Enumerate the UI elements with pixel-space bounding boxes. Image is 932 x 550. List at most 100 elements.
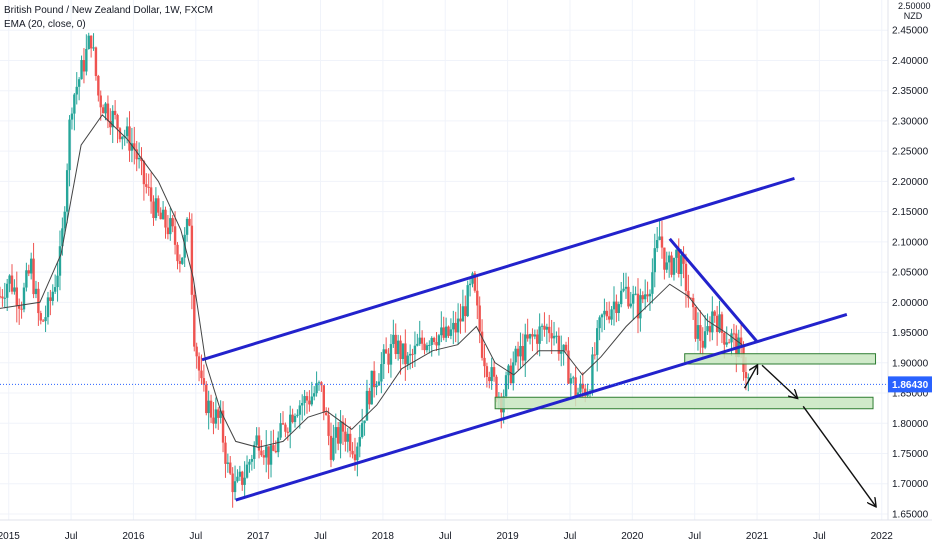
candle xyxy=(567,337,570,385)
candle-body xyxy=(631,294,635,304)
price-tick-label: 2.20000 xyxy=(892,177,929,188)
candle-body xyxy=(286,431,290,433)
candle-body xyxy=(375,385,378,388)
candle xyxy=(22,282,26,313)
candle-body xyxy=(581,383,585,389)
candle-body xyxy=(382,349,385,365)
candle-body xyxy=(68,119,71,171)
candle-body xyxy=(281,423,285,425)
candle xyxy=(643,279,647,310)
time-tick-label: 2020 xyxy=(621,531,644,542)
candle xyxy=(524,323,527,377)
candle xyxy=(17,298,21,325)
candle xyxy=(569,373,573,400)
candle-body xyxy=(612,301,616,310)
candle xyxy=(380,352,383,394)
candle-body xyxy=(512,362,515,384)
candle-body xyxy=(195,346,198,357)
time-tick-label: 2021 xyxy=(746,531,769,542)
candle-body xyxy=(473,273,477,291)
candle-body xyxy=(430,337,433,345)
candle xyxy=(82,48,86,84)
candle xyxy=(596,320,599,372)
candle xyxy=(301,394,304,421)
candle xyxy=(147,173,150,196)
candle xyxy=(181,257,184,265)
candle xyxy=(202,364,206,392)
candle xyxy=(336,421,340,451)
candle-body xyxy=(221,410,225,443)
candle xyxy=(473,271,477,293)
candle xyxy=(646,281,649,303)
candle-body xyxy=(121,136,124,140)
candle xyxy=(277,431,280,458)
candle xyxy=(101,104,105,114)
candle xyxy=(214,397,218,429)
candle-body xyxy=(312,393,316,397)
candle xyxy=(34,280,38,299)
candle-body xyxy=(77,79,81,87)
candle-body xyxy=(389,344,393,365)
price-axis[interactable]: 1.65000 1.70000 1.75000 1.80000 1.85000 1.900… xyxy=(887,0,932,550)
candle-body xyxy=(732,333,736,335)
candle xyxy=(507,364,510,390)
time-tick-label: Jul xyxy=(65,531,78,542)
candle-body xyxy=(545,326,549,330)
candle xyxy=(231,467,234,508)
candle-body xyxy=(279,423,282,438)
candle xyxy=(250,454,254,471)
candle-body xyxy=(418,337,421,344)
candle xyxy=(564,341,568,353)
candle-body xyxy=(555,335,558,337)
candle-body xyxy=(598,317,601,329)
candle xyxy=(550,319,553,355)
candle-body xyxy=(157,198,160,213)
candle-body xyxy=(739,337,743,346)
candle xyxy=(411,348,414,368)
candle xyxy=(257,427,261,459)
time-axis[interactable]: 2015 Jul 2016 Jul 2017 Jul 2018 Jul 2019 Jul 2020 J… xyxy=(0,519,932,550)
candle xyxy=(284,422,287,438)
price-tick-label: 1.95000 xyxy=(892,328,929,339)
ema-indicator-label[interactable]: EMA (20, close, 0) xyxy=(4,19,86,30)
candle-body xyxy=(423,343,426,351)
candle xyxy=(476,277,479,320)
candle-body xyxy=(217,409,220,418)
candle-body xyxy=(552,335,556,339)
candle-body xyxy=(169,218,172,235)
candle-body xyxy=(540,325,544,327)
candle-body xyxy=(687,290,690,298)
candle xyxy=(483,344,486,378)
candle-body xyxy=(207,400,210,414)
candle-body xyxy=(447,326,450,336)
chart-grid xyxy=(0,0,888,520)
candle-body xyxy=(401,343,405,359)
candle xyxy=(641,291,644,304)
candle-body xyxy=(641,295,644,300)
candle-body xyxy=(610,309,613,320)
candle xyxy=(70,107,74,130)
candle xyxy=(545,323,549,344)
candle xyxy=(639,288,642,332)
price-axis-background xyxy=(888,0,932,550)
candle-body xyxy=(3,297,6,299)
candle xyxy=(533,329,537,340)
candle-body xyxy=(137,157,141,160)
candle-body xyxy=(298,405,302,415)
candle-body xyxy=(358,437,361,447)
candle xyxy=(715,305,719,346)
candle xyxy=(603,298,606,330)
candle-body xyxy=(560,351,563,354)
candle xyxy=(298,400,302,429)
candle-body xyxy=(636,293,640,319)
candle xyxy=(461,289,465,322)
candle-body xyxy=(488,377,491,382)
symbol-title[interactable]: British Pound / New Zealand Dollar, 1W, … xyxy=(4,5,213,16)
candle xyxy=(169,207,172,241)
candle xyxy=(408,344,412,370)
candle-body xyxy=(461,306,465,322)
candle xyxy=(344,418,347,452)
candle-body xyxy=(653,248,656,273)
time-tick-label: Jul xyxy=(189,531,202,542)
